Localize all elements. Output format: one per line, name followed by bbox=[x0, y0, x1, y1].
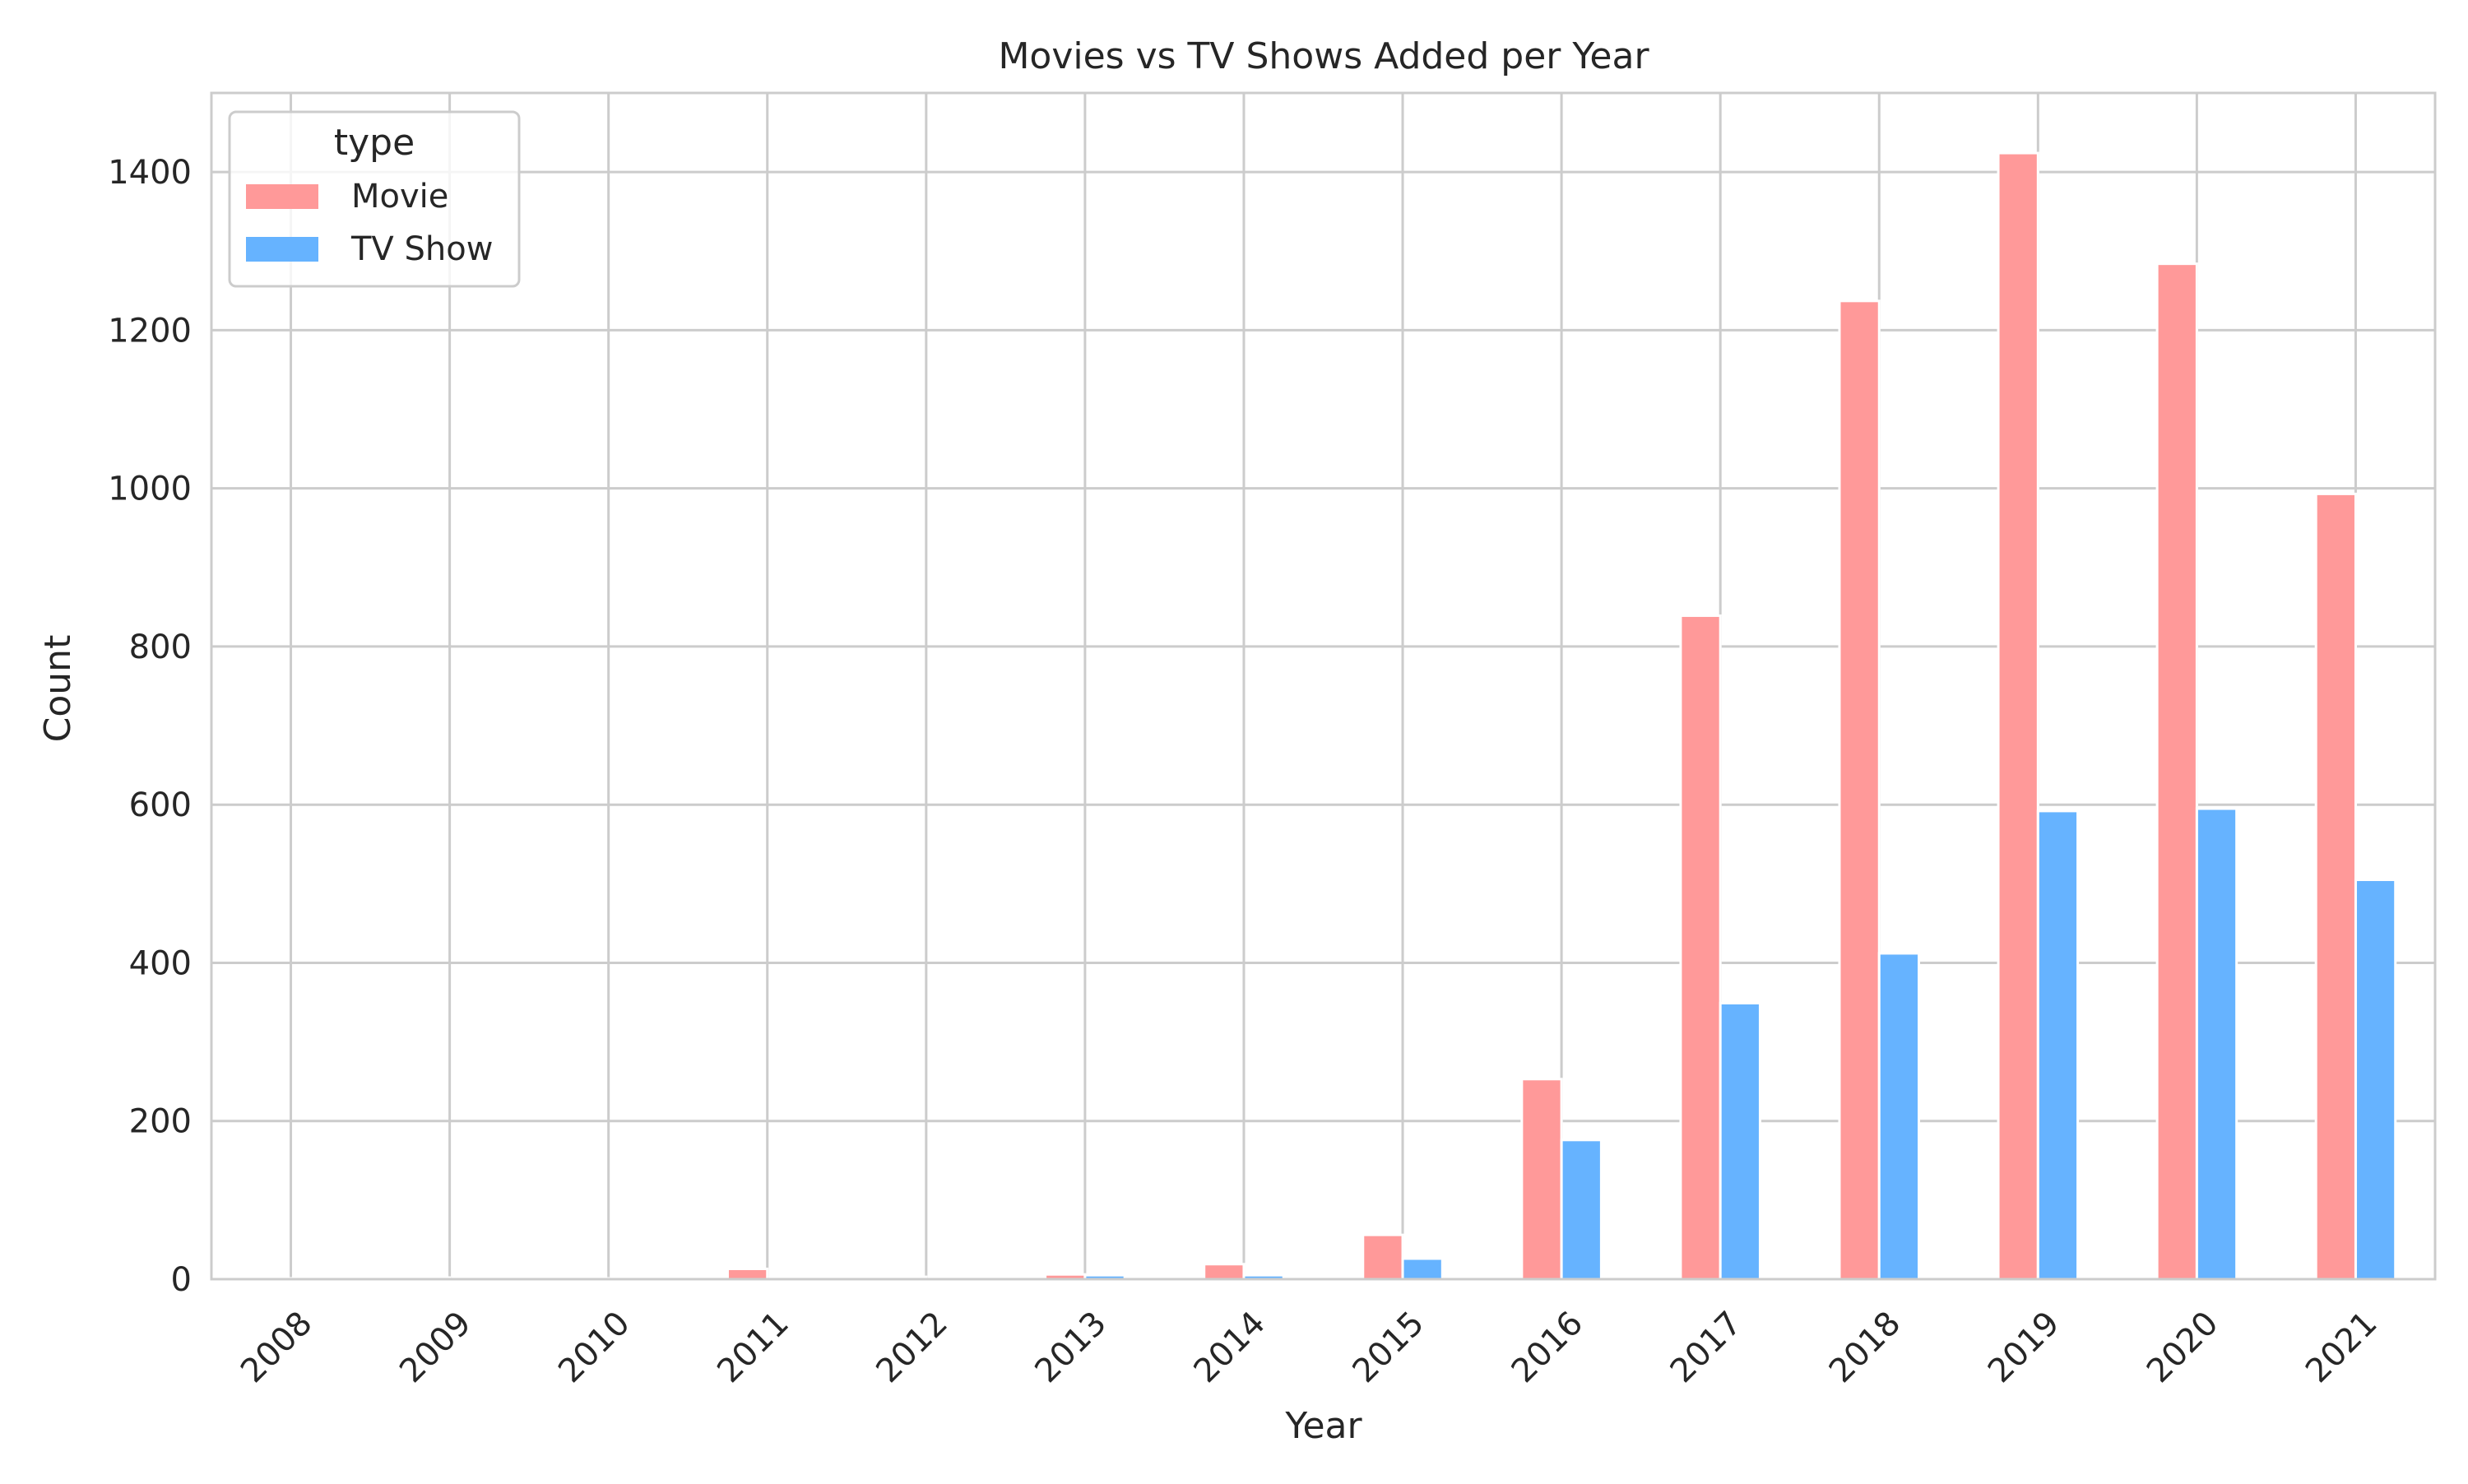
bar-movie-2019 bbox=[1997, 151, 2039, 1281]
x-tick-label: 2014 bbox=[1187, 1305, 1273, 1391]
x-tick-label: 2013 bbox=[1028, 1305, 1114, 1391]
x-tick-label: 2015 bbox=[1346, 1305, 1432, 1391]
legend-swatch-movie bbox=[246, 184, 318, 209]
legend-title: type bbox=[334, 122, 415, 164]
legend-label: TV Show bbox=[350, 230, 493, 268]
x-tick-label: 2010 bbox=[551, 1305, 638, 1391]
bar-tv-show-2016 bbox=[1560, 1139, 1603, 1281]
bar-movie-2017 bbox=[1679, 614, 1722, 1281]
legend-items: Movie TV Show bbox=[246, 178, 493, 268]
bar-tv-show-2017 bbox=[1719, 1001, 1761, 1281]
y-tick-label: 800 bbox=[129, 628, 192, 666]
bar-tv-show-2021 bbox=[2354, 879, 2397, 1281]
legend: type Movie TV Show bbox=[228, 110, 521, 288]
bar-movie-2020 bbox=[2155, 262, 2198, 1281]
x-tick-label: 2017 bbox=[1663, 1305, 1750, 1391]
x-tick-label: 2019 bbox=[1981, 1305, 2067, 1391]
x-tick-labels: 2008 2009 2010 2011 2012 2013 2014 2015 2016 2017… bbox=[234, 1305, 2384, 1391]
axes-frame bbox=[210, 91, 2437, 1281]
bar-tv-show-2020 bbox=[2195, 807, 2238, 1281]
y-tick-label: 1400 bbox=[108, 154, 192, 192]
y-tick-label: 1000 bbox=[108, 471, 192, 508]
legend-label: Movie bbox=[351, 178, 448, 216]
x-tick-label: 2016 bbox=[1505, 1305, 1591, 1391]
bar-movie-2011 bbox=[726, 1268, 769, 1281]
y-tick-label: 1200 bbox=[108, 312, 192, 350]
x-tick-label: 2020 bbox=[2140, 1305, 2226, 1391]
x-tick-label: 2018 bbox=[1822, 1305, 1909, 1391]
bar-movie-2018 bbox=[1838, 299, 1881, 1281]
bar-movie-2014 bbox=[1203, 1263, 1246, 1281]
y-tick-label: 400 bbox=[129, 944, 192, 982]
x-axis-label: Year bbox=[1284, 1405, 1362, 1447]
bar-movie-2016 bbox=[1520, 1078, 1563, 1281]
bar-tv-show-2015 bbox=[1401, 1257, 1444, 1281]
bars bbox=[249, 151, 2397, 1281]
bar-tv-show-2019 bbox=[2036, 809, 2080, 1281]
y-tick-labels: 0 200 400 600 800 1000 1200 1400 bbox=[108, 154, 192, 1299]
y-tick-label: 600 bbox=[129, 786, 192, 824]
bar-tv-show-2018 bbox=[1877, 952, 1921, 1281]
legend-swatch-tv-show bbox=[246, 237, 318, 262]
x-tick-label: 2021 bbox=[2299, 1305, 2385, 1391]
y-tick-label: 200 bbox=[129, 1103, 192, 1141]
x-tick-label: 2009 bbox=[392, 1305, 479, 1391]
plot-frame bbox=[210, 91, 2437, 1281]
y-tick-label: 0 bbox=[171, 1261, 192, 1299]
gridlines bbox=[211, 93, 2435, 1281]
y-axis-label: Count bbox=[37, 635, 79, 743]
bar-movie-2021 bbox=[2314, 492, 2357, 1281]
chart-title: Movies vs TV Shows Added per Year bbox=[998, 35, 1649, 77]
x-tick-label: 2008 bbox=[234, 1305, 320, 1391]
bar-movie-2015 bbox=[1362, 1233, 1404, 1281]
x-tick-label: 2012 bbox=[869, 1305, 955, 1391]
x-tick-label: 2011 bbox=[710, 1305, 796, 1391]
